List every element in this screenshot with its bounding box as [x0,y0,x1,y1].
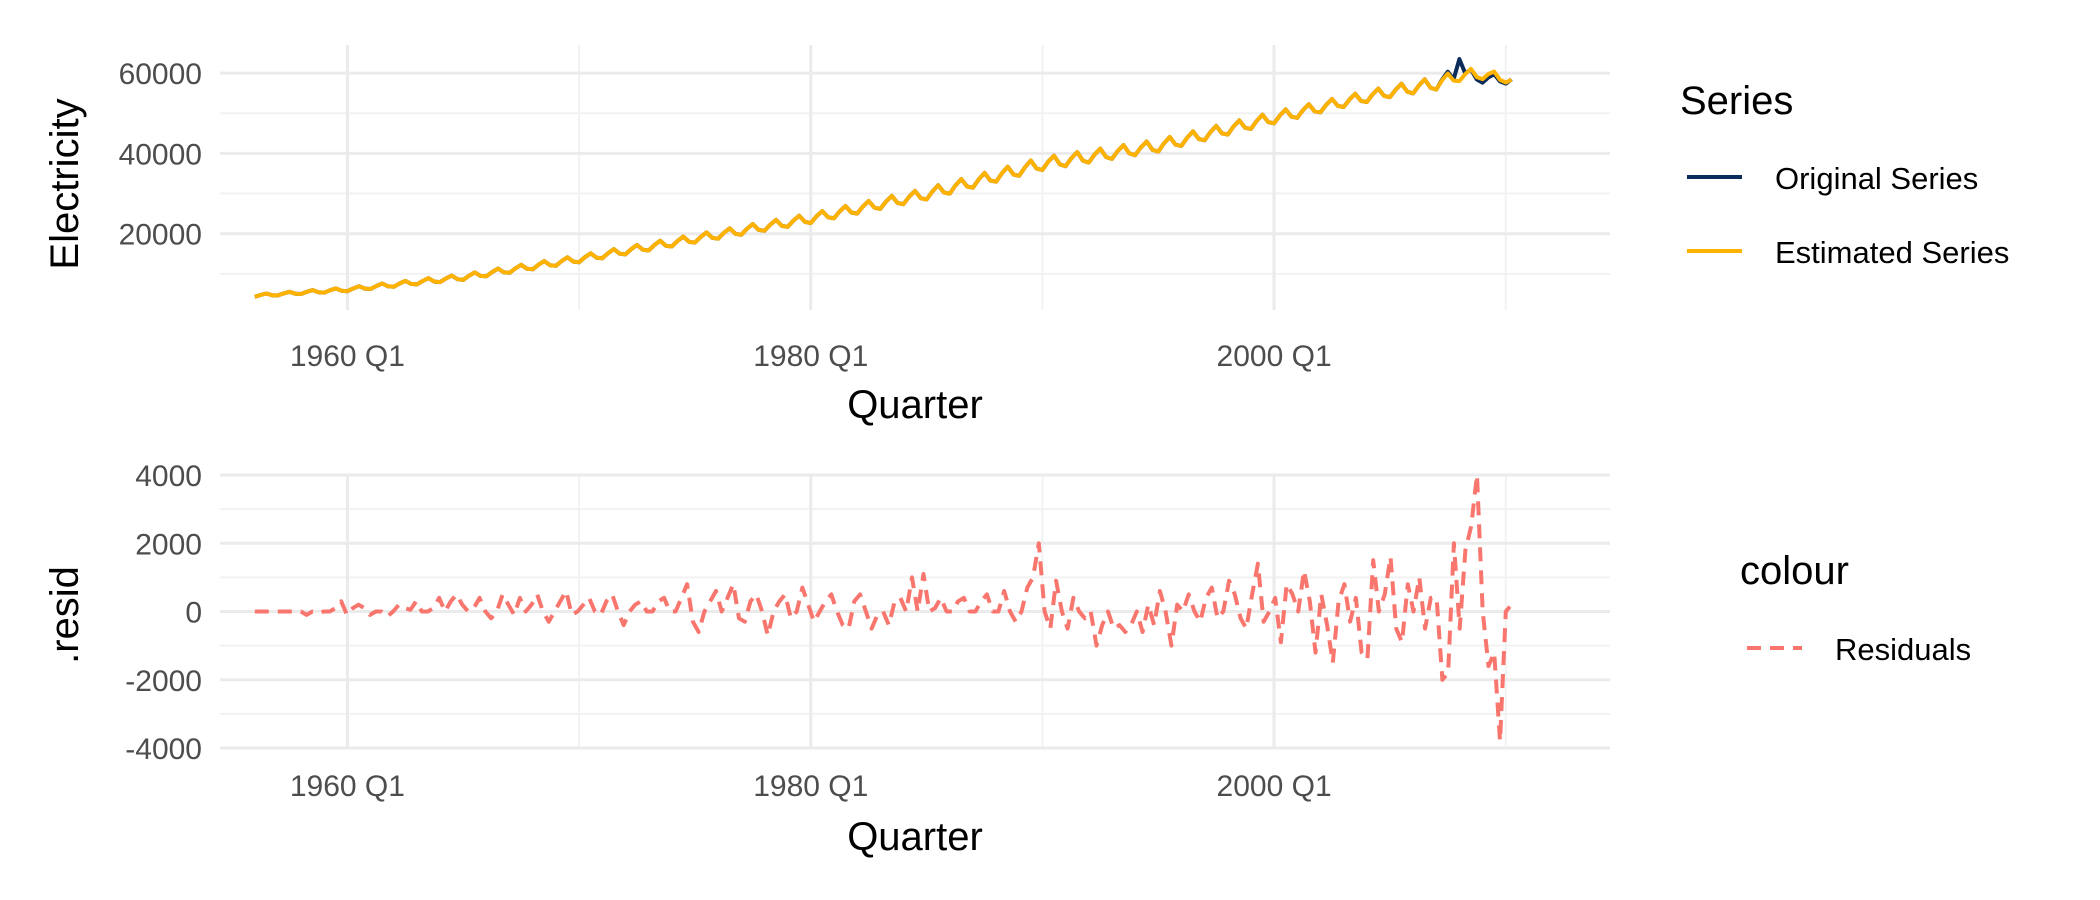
top-legend: Series Original Series Estimated Series [1680,79,2009,270]
bottom-series-group [254,473,1514,744]
bottom-x-tick-label: 1960 Q1 [290,770,405,803]
bottom-grid [220,473,1610,750]
bottom-y-tick-label: -2000 [125,665,202,698]
top-series-group [254,57,1513,299]
bottom-x-ticks: 1960 Q1 1980 Q1 2000 Q1 [290,770,1332,803]
top-x-tick-label: 1960 Q1 [290,340,405,373]
series-line-estimated-series [254,66,1513,299]
bottom-y-tick-label: -4000 [125,733,202,766]
top-x-tick-label: 2000 Q1 [1217,340,1332,373]
top-y-ticks: 20000 40000 60000 [119,58,202,252]
bottom-legend-title: colour [1740,549,1849,593]
top-x-ticks: 1960 Q1 1980 Q1 2000 Q1 [290,340,1332,373]
bottom-y-axis-title: .resid [43,566,87,664]
legend-label-estimated-series: Estimated Series [1775,235,2009,270]
top-panel: 20000 40000 60000 1960 Q1 1980 Q1 2000 Q1 Qu… [43,45,1610,427]
top-y-tick-label: 40000 [119,138,202,171]
bottom-legend: colour Residuals [1740,549,1971,667]
top-x-tick-label: 1980 Q1 [753,340,868,373]
legend-label-residuals: Residuals [1835,632,1971,667]
bottom-y-tick-label: 0 [185,597,202,630]
top-legend-title: Series [1680,79,1793,123]
bottom-x-axis-title: Quarter [847,815,983,859]
bottom-panel: -4000 -2000 0 2000 4000 1960 Q1 1980 Q1 2000 Q… [43,460,1610,859]
top-y-tick-label: 20000 [119,219,202,252]
top-y-axis-title: Electricity [43,98,87,269]
top-y-tick-label: 60000 [119,58,202,91]
top-x-axis-title: Quarter [847,383,983,427]
bottom-y-ticks: -4000 -2000 0 2000 4000 [125,460,202,766]
series-line-original-series [254,57,1513,299]
bottom-x-tick-label: 2000 Q1 [1217,770,1332,803]
bottom-x-tick-label: 1980 Q1 [753,770,868,803]
bottom-y-tick-label: 4000 [135,460,202,493]
series-line-residuals [254,473,1514,744]
bottom-y-tick-label: 2000 [135,528,202,561]
legend-label-original-series: Original Series [1775,161,1978,196]
